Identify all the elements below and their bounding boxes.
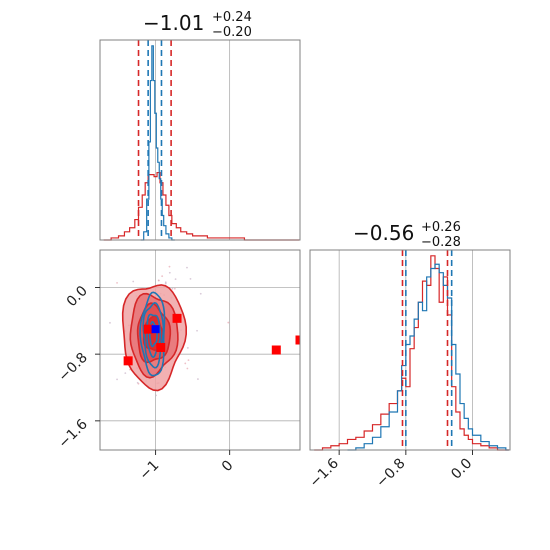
scatter-markers bbox=[123, 313, 300, 366]
scatter-sample-dot bbox=[189, 278, 192, 280]
scatter-contour-blue-3 bbox=[139, 291, 166, 377]
scatter-sample-dot bbox=[155, 394, 157, 397]
histogram-top-series-red bbox=[103, 171, 300, 241]
histogram-right-x-ticks: −1.6 −0.8 0.0 bbox=[307, 450, 475, 491]
scatter-red-square-5 bbox=[295, 335, 300, 345]
histogram-top-title: −1.01 bbox=[143, 11, 204, 35]
histogram-top-quantile-lines bbox=[137, 40, 172, 240]
scatter-sample-dot bbox=[227, 321, 230, 324]
scatter-sample-dot bbox=[164, 282, 167, 285]
scatter-sample-dot bbox=[199, 292, 202, 295]
scatter-sample-dot bbox=[116, 282, 118, 284]
histogram-right-xtick-label-0: −1.6 bbox=[307, 455, 342, 490]
histogram-top-median: −1.01 bbox=[143, 11, 204, 35]
scatter-sample-dot bbox=[109, 321, 111, 324]
scatter-xtick-label-1: 0 bbox=[219, 458, 237, 476]
scatter-sample-dot bbox=[113, 246, 115, 248]
histogram-right-quantile-lines bbox=[401, 250, 453, 450]
histogram-right-series-red bbox=[314, 255, 509, 451]
scatter-sample-dot bbox=[187, 359, 190, 362]
scatter-sample-dot bbox=[116, 378, 118, 381]
scatter-sample-dot bbox=[124, 372, 127, 375]
scatter-sample-dot bbox=[164, 281, 167, 284]
scatter-contour-panel: −1 0 0.0 −0.8 −1.6 bbox=[55, 246, 301, 483]
scatter-grid bbox=[100, 250, 300, 450]
scatter-sample-dot bbox=[186, 367, 189, 370]
scatter-sample-dot bbox=[184, 362, 187, 365]
scatter-contour-blue-0 bbox=[148, 320, 158, 348]
scatter-sample-dot bbox=[186, 347, 189, 349]
scatter-sample-dot bbox=[161, 275, 164, 278]
histogram-top-panel: −1.01 +0.24 −0.20 bbox=[99, 10, 301, 241]
histogram-right-minus: −0.28 bbox=[421, 235, 461, 250]
scatter-sample-dot bbox=[168, 271, 171, 274]
scatter-ytick-label-1: −0.8 bbox=[55, 350, 90, 385]
scatter-sample-dot bbox=[157, 279, 160, 282]
histogram-top-grid bbox=[155, 40, 231, 240]
scatter-red-square-1 bbox=[143, 324, 153, 334]
scatter-contour-blue-2 bbox=[142, 301, 165, 369]
scatter-ytick-label-0: 0.0 bbox=[64, 283, 91, 310]
scatter-sample-dot bbox=[171, 287, 174, 290]
histogram-right-frame bbox=[309, 249, 511, 451]
scatter-xtick-label-0: −1 bbox=[136, 458, 162, 484]
histogram-right-series bbox=[314, 255, 509, 451]
scatter-sample-dot bbox=[186, 266, 188, 269]
histogram-right-plus: +0.26 bbox=[421, 220, 461, 235]
scatter-sample-dot bbox=[173, 287, 176, 290]
histogram-top-minus: −0.20 bbox=[212, 25, 252, 40]
histogram-right-xtick-label-1: −0.8 bbox=[373, 456, 408, 491]
histogram-right-panel: −0.56 +0.26 −0.28 −1.6 −0.8 0.0 bbox=[307, 220, 511, 491]
histogram-top-series-blue bbox=[140, 45, 175, 241]
scatter-sample-dot bbox=[137, 382, 140, 385]
scatter-frame bbox=[99, 249, 301, 451]
scatter-red-square-3 bbox=[172, 313, 182, 323]
scatter-contours bbox=[121, 284, 187, 392]
histogram-right-xtick-label-2: 0.0 bbox=[448, 456, 475, 483]
scatter-y-ticks: 0.0 −0.8 −1.6 bbox=[55, 283, 100, 452]
scatter-sample-dot bbox=[132, 280, 135, 283]
scatter-red-square-4 bbox=[271, 345, 281, 355]
scatter-sample-dot bbox=[196, 329, 198, 332]
scatter-red-square-2 bbox=[156, 343, 166, 352]
histogram-top-plus: +0.24 bbox=[212, 10, 252, 25]
scatter-red-square-0 bbox=[123, 356, 133, 366]
histogram-top-series bbox=[103, 45, 300, 241]
histogram-right-median: −0.56 bbox=[353, 221, 414, 245]
scatter-sample-dot bbox=[174, 278, 177, 281]
histogram-right-series-blue bbox=[347, 263, 509, 451]
scatter-sample-dot bbox=[168, 265, 171, 268]
scatter-ytick-label-2: −1.6 bbox=[55, 416, 90, 451]
scatter-blue-square-0 bbox=[151, 325, 160, 334]
scatter-sample-dot bbox=[197, 378, 199, 380]
scatter-x-ticks: −1 0 bbox=[136, 450, 236, 483]
histogram-top-frame bbox=[99, 39, 301, 241]
